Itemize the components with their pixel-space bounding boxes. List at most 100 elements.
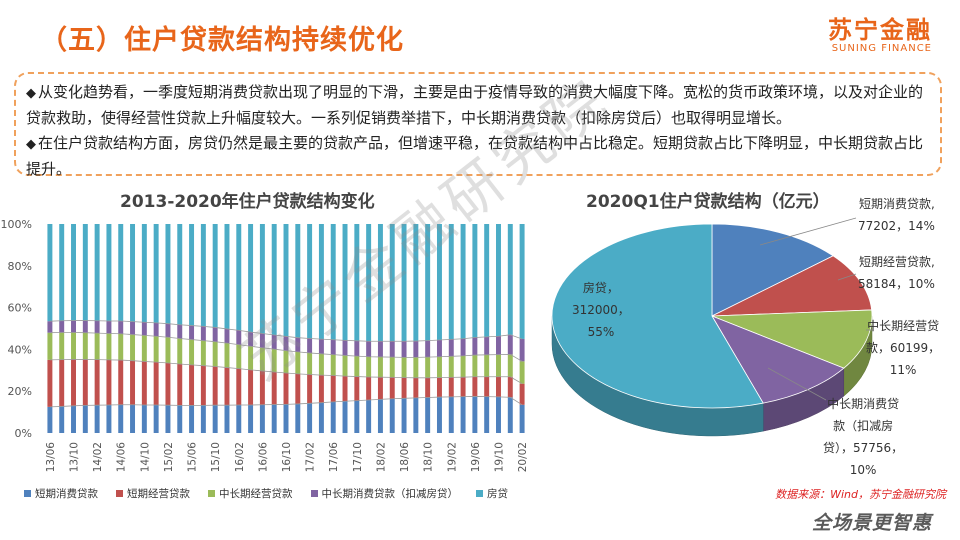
bar-segment bbox=[189, 325, 195, 340]
bar-segment bbox=[496, 336, 501, 355]
bar-segment bbox=[200, 340, 206, 366]
bar-segment bbox=[118, 404, 124, 433]
bar-segment bbox=[342, 224, 348, 341]
x-tick-label: 16/10 bbox=[281, 442, 293, 472]
pie-label-line: 55% bbox=[587, 325, 615, 339]
bar-segment bbox=[236, 344, 242, 369]
bar-segment bbox=[224, 328, 230, 344]
summary-point-1: ◆ 从变化趋势看，一季度短期消费贷款出现了明显的下滑，主要是由于疫情导致的消费大幅… bbox=[26, 80, 926, 130]
legend-label: 中长期经营贷款 bbox=[219, 488, 293, 500]
legend-item: 短期经营贷款 bbox=[116, 486, 190, 501]
pie-chart-title: 2020Q1住户贷款结构（亿元） bbox=[586, 192, 830, 212]
bar-segment bbox=[377, 399, 383, 433]
bar-segment bbox=[496, 354, 501, 377]
bar-segment bbox=[141, 322, 147, 336]
bar-segment bbox=[413, 357, 419, 378]
bar-segment bbox=[71, 320, 76, 333]
data-source-note: 数据来源：Wind，苏宁金融研究院 bbox=[775, 488, 946, 501]
bar-segment bbox=[472, 396, 478, 433]
bar-segment bbox=[165, 323, 171, 338]
bar-segment bbox=[484, 224, 490, 337]
pie-label-line: 中长期消费贷 bbox=[827, 397, 900, 411]
bar-segment bbox=[94, 224, 100, 321]
bar-segment bbox=[366, 399, 372, 433]
bar-segment bbox=[283, 404, 289, 433]
bar-segment bbox=[389, 341, 395, 358]
summary-text-1: 从变化趋势看，一季度短期消费贷款出现了明显的下滑，主要是由于疫情导致的消费大幅度… bbox=[26, 83, 924, 127]
pie-label-line: 房贷， bbox=[582, 281, 619, 295]
pie-slice bbox=[711, 309, 873, 369]
bar-segment bbox=[59, 332, 65, 360]
bar-segment bbox=[141, 335, 147, 362]
x-tick-label: 18/10 bbox=[423, 442, 435, 472]
pie-leader-line bbox=[837, 273, 857, 281]
bar-segment bbox=[130, 224, 136, 322]
bar-segment bbox=[496, 396, 501, 433]
bar-segment bbox=[377, 224, 383, 342]
bar-segment bbox=[413, 341, 419, 358]
bar-segment bbox=[212, 405, 218, 433]
pie-label-line: 贷），57756， bbox=[823, 441, 904, 455]
bar-segment bbox=[425, 224, 431, 341]
bar-segment bbox=[389, 398, 395, 433]
bar-segment bbox=[189, 364, 195, 406]
bar-segment bbox=[519, 383, 525, 405]
x-tick-label: 16/02 bbox=[234, 442, 246, 472]
bar-segment bbox=[200, 405, 206, 433]
bar-segment bbox=[366, 356, 372, 377]
bar-segment bbox=[295, 337, 301, 352]
bar-segment bbox=[460, 377, 466, 397]
bar-segment bbox=[460, 224, 466, 339]
bar-segment bbox=[519, 404, 525, 433]
legend-label: 中长期消费贷款（扣减房贷） bbox=[321, 488, 459, 500]
legend-swatch bbox=[310, 490, 318, 497]
bar-segment bbox=[460, 396, 466, 433]
summary-text-2: 在住户贷款结构方面，房贷仍然是最主要的贷款产品，但增速平稳，在贷款结构中占比稳定… bbox=[26, 134, 924, 178]
bar-segment bbox=[224, 367, 230, 406]
bar-segment bbox=[354, 400, 360, 433]
bar-segment bbox=[94, 359, 100, 406]
bar-segment bbox=[153, 224, 159, 323]
bar-segment bbox=[342, 340, 348, 356]
bar-segment bbox=[248, 332, 254, 347]
bar-segment bbox=[82, 332, 88, 360]
bar-segment bbox=[271, 334, 277, 350]
x-tick-label: 15/02 bbox=[163, 442, 175, 472]
bar-segment bbox=[283, 350, 289, 374]
bar-segment bbox=[130, 321, 136, 335]
bar-segment bbox=[118, 360, 124, 405]
bar-segment bbox=[200, 326, 206, 341]
pie-leader-line bbox=[759, 217, 857, 246]
pie-label-line: 中长期经营贷 bbox=[867, 319, 940, 333]
bar-segment bbox=[130, 334, 136, 361]
bar-segment bbox=[212, 366, 218, 406]
bar-segment bbox=[141, 404, 147, 433]
x-tick-label: 13/10 bbox=[69, 442, 81, 472]
bar-segment bbox=[330, 354, 336, 376]
bar-segment bbox=[248, 404, 254, 433]
bar-segment bbox=[71, 359, 76, 406]
series-connector-line bbox=[49, 396, 523, 408]
bar-segment bbox=[212, 224, 218, 328]
bar-segment bbox=[106, 320, 112, 334]
bar-segment bbox=[507, 334, 513, 355]
bar-segment bbox=[330, 375, 336, 402]
pie-label-line: 10% bbox=[849, 463, 877, 477]
bar-segment bbox=[295, 224, 301, 338]
bar-segment bbox=[413, 397, 419, 433]
bar-segment bbox=[436, 224, 442, 340]
bar-segment bbox=[425, 340, 431, 358]
bar-segment bbox=[330, 339, 336, 355]
y-tick-label: 40% bbox=[8, 343, 32, 356]
bar-segment bbox=[130, 360, 136, 405]
bar-segment bbox=[47, 321, 53, 333]
bar-segment bbox=[354, 224, 360, 341]
bar-segment bbox=[106, 224, 112, 321]
pie-slice bbox=[551, 223, 764, 409]
legend-swatch bbox=[476, 490, 483, 497]
bar-segment bbox=[496, 376, 501, 397]
bar-segment bbox=[177, 364, 183, 406]
bar-segment bbox=[271, 404, 277, 433]
bar-segment bbox=[224, 405, 230, 433]
y-tick-label: 100% bbox=[1, 218, 32, 231]
